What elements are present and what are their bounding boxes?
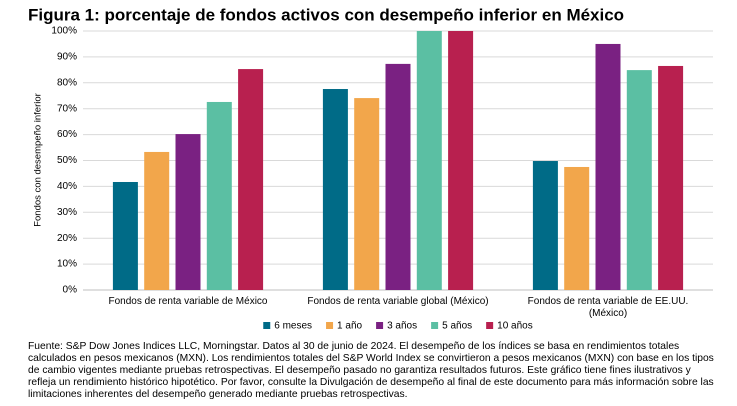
- y-tick-label: 10%: [57, 259, 77, 270]
- y-tick-label: 30%: [57, 207, 77, 218]
- y-tick-label: 40%: [57, 181, 77, 192]
- y-tick-label: 60%: [57, 129, 77, 140]
- bar: [626, 70, 652, 290]
- y-tick-label: 50%: [57, 155, 77, 166]
- x-tick-label: Fondos de renta variable global (México): [307, 296, 489, 307]
- y-tick-label: 100%: [51, 26, 77, 37]
- x-tick-label: Fondos de renta variable de México: [108, 296, 268, 307]
- bar: [416, 31, 442, 290]
- legend-label: 3 años: [387, 321, 417, 332]
- legend-swatch: [486, 322, 494, 329]
- legend-label: 1 año: [337, 321, 362, 332]
- x-tick-label: Fondos de renta variable de EE.UU. (Méxi…: [527, 296, 689, 319]
- legend-label: 10 años: [497, 321, 533, 332]
- bar: [322, 89, 348, 291]
- y-axis-title: Fondos con desempeño inferior: [33, 93, 44, 227]
- legend-label: 6 meses: [274, 321, 312, 332]
- y-tick-label: 90%: [57, 52, 77, 63]
- bar: [658, 65, 684, 290]
- legend-label: 5 años: [442, 321, 472, 332]
- legend-swatch: [431, 322, 439, 329]
- y-tick-label: 80%: [57, 77, 77, 88]
- y-tick-label: 0%: [63, 285, 78, 296]
- bar: [238, 69, 264, 290]
- chart-title: Figura 1: porcentaje de fondos activos c…: [28, 5, 624, 24]
- legend-swatch: [263, 322, 271, 329]
- bar: [564, 166, 590, 290]
- source-note: Fuente: S&P Dow Jones Indices LLC, Morni…: [28, 341, 714, 400]
- y-tick-label: 70%: [57, 103, 77, 114]
- bar: [385, 63, 411, 290]
- bar: [595, 43, 621, 291]
- legend-swatch: [326, 322, 334, 329]
- bar: [448, 31, 474, 290]
- bar: [175, 134, 201, 290]
- bar: [354, 98, 380, 291]
- legend-swatch: [376, 322, 384, 329]
- bar: [206, 101, 232, 290]
- bar: [112, 181, 138, 290]
- bar: [144, 151, 170, 290]
- bar: [532, 161, 558, 290]
- y-tick-label: 20%: [57, 233, 77, 244]
